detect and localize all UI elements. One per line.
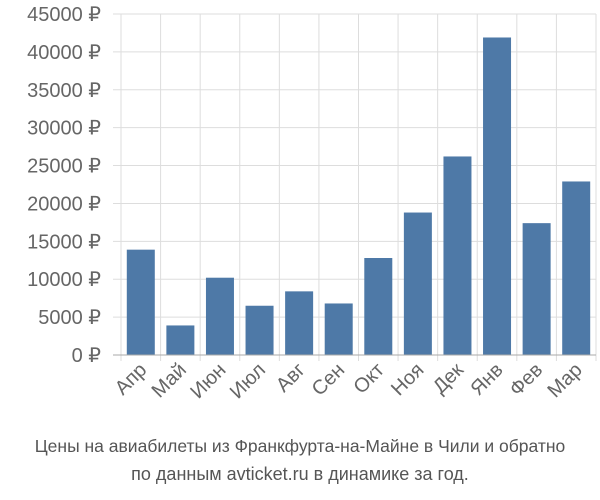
x-tick-label: Фев	[505, 359, 547, 401]
bar-5	[324, 303, 353, 355]
grid-lines	[113, 13, 597, 361]
x-tick-label: Сен	[308, 359, 349, 400]
bars	[126, 37, 591, 355]
y-tick-label: 5000 ₽	[38, 307, 101, 329]
y-tick-label: 10000 ₽	[27, 269, 101, 291]
chart-caption-line-1: Цены на авиабилеты из Франкфурта-на-Майн…	[34, 436, 566, 456]
x-tick-label: Янв	[466, 359, 507, 400]
y-tick-label: 45000 ₽	[27, 4, 101, 26]
bar-6	[364, 258, 393, 355]
x-tick-label: Окт	[349, 359, 388, 398]
bar-4	[285, 291, 314, 355]
bar-11	[562, 181, 591, 355]
y-axis-ticks: 0 ₽ 5000 ₽ 10000 ₽ 15000 ₽ 20000 ₽ 25000 ₽ 300…	[27, 4, 101, 367]
bar-10	[522, 223, 551, 355]
bar-8	[443, 156, 472, 355]
x-tick-label: Дек	[429, 359, 468, 398]
bar-2	[205, 277, 234, 355]
x-tick-label: Апр	[111, 359, 152, 400]
y-tick-label: 25000 ₽	[27, 156, 101, 178]
x-tick-label: Ноя	[387, 359, 428, 400]
x-tick-label: Июн	[186, 359, 230, 403]
y-tick-label: 30000 ₽	[27, 118, 101, 140]
y-tick-label: 15000 ₽	[27, 231, 101, 253]
x-tick-label: Май	[148, 359, 191, 402]
bar-3	[245, 305, 274, 355]
chart-caption-line-2: по данным avticket.ru в динамике за год.	[131, 464, 469, 484]
y-tick-label: 20000 ₽	[27, 193, 101, 215]
bar-chart: 0 ₽ 5000 ₽ 10000 ₽ 15000 ₽ 20000 ₽ 25000 ₽ 300…	[27, 4, 597, 403]
x-tick-label: Мар	[544, 359, 587, 402]
x-tick-label: Авг	[272, 359, 310, 397]
x-tick-label: Июл	[226, 359, 270, 403]
y-tick-label: 35000 ₽	[27, 80, 101, 102]
bar-0	[126, 249, 155, 355]
bar-7	[403, 212, 432, 355]
y-tick-label: 40000 ₽	[27, 42, 101, 64]
bar-1	[166, 325, 195, 355]
bar-9	[483, 37, 512, 355]
y-tick-label: 0 ₽	[72, 345, 102, 367]
